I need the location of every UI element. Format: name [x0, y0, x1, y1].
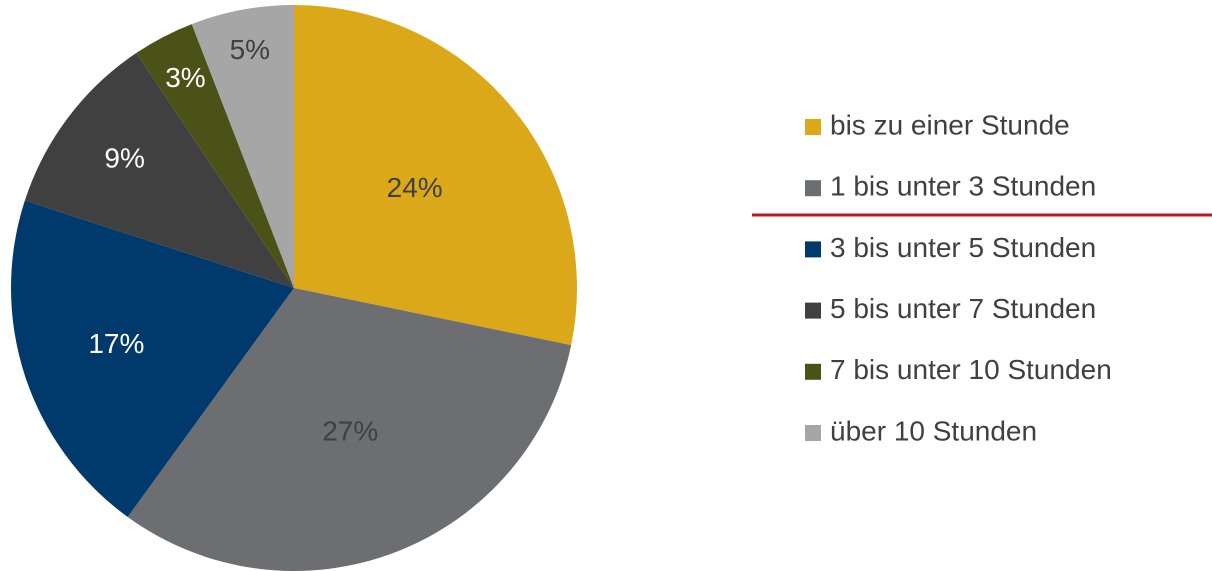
- legend-label: über 10 Stunden: [830, 415, 1037, 446]
- data-label: 24%: [387, 172, 443, 203]
- legend-label: 5 bis unter 7 Stunden: [830, 293, 1096, 324]
- pie-slice: [294, 5, 577, 346]
- legend-swatch: [805, 363, 821, 380]
- pie-slice: [127, 288, 572, 571]
- legend-swatch: [805, 425, 821, 441]
- legend-label: 1 bis unter 3 Stunden: [830, 171, 1096, 202]
- legend-label: bis zu einer Stunde: [830, 109, 1070, 140]
- legend-swatch: [805, 302, 821, 319]
- legend-label: 7 bis unter 10 Stunden: [830, 354, 1112, 385]
- legend-swatch: [805, 180, 821, 197]
- legend-label: 3 bis unter 5 Stunden: [830, 232, 1096, 263]
- pie-slice: [11, 200, 295, 517]
- legend-swatch: [805, 119, 821, 135]
- pie-slice: [24, 53, 294, 288]
- data-label: 27%: [322, 416, 378, 447]
- data-label: 17%: [88, 328, 144, 359]
- data-label: 9%: [104, 142, 144, 173]
- pie-slice: [191, 5, 294, 288]
- data-label: 3%: [165, 62, 205, 93]
- pie-slice: [136, 24, 294, 289]
- legend-swatch: [805, 241, 821, 258]
- data-label: 5%: [230, 34, 270, 65]
